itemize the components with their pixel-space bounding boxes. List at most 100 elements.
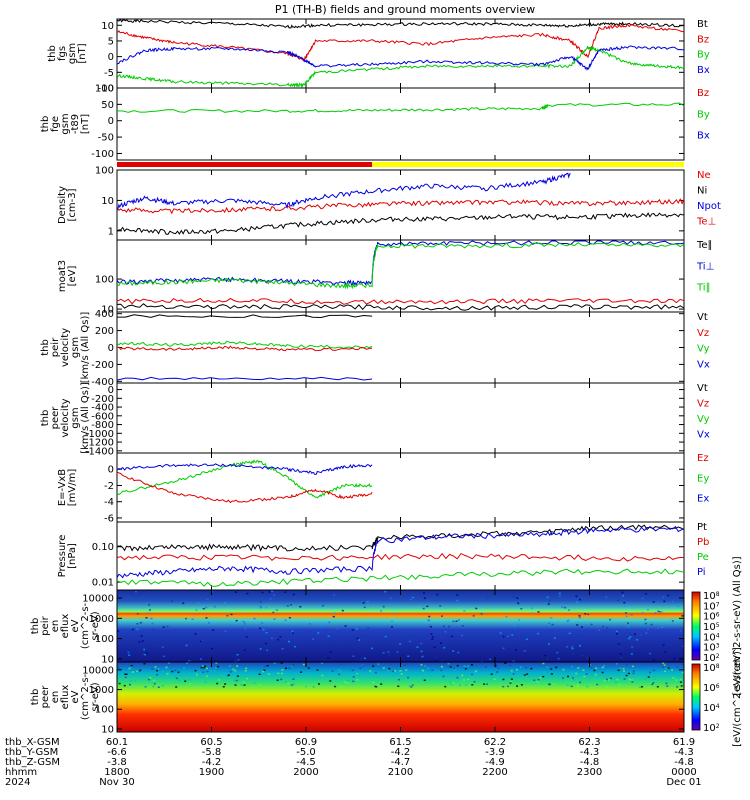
spectrogram-speckle [657,610,660,612]
spectrogram-speckle [244,628,247,630]
spectrogram-speckle [351,669,354,672]
status-bar-yellow [372,162,684,167]
spectrogram-speckle [139,622,142,624]
spectrogram-speckle [649,652,651,655]
spectrogram-speckle [299,606,302,608]
spectrogram-speckle [139,669,142,671]
spectrogram-speckle [650,623,653,626]
spectrogram-speckle [593,639,596,641]
spectrogram-speckle [161,646,164,648]
spectrogram-speckle [269,598,272,600]
spectrogram-speckle [582,669,585,671]
colorbar-tick-label: 102 [703,723,720,734]
spectrogram-speckle [641,686,644,688]
spectrogram-speckle [625,674,628,677]
y-axis-label: sr-eV) [90,611,101,640]
spectrogram-speckle [615,681,618,683]
spectrogram-speckle [644,678,647,680]
spectrogram-speckle [570,685,573,688]
spectrogram-speckle [676,666,679,668]
spectrogram-speckle [240,684,243,686]
spectrogram-speckle [377,594,380,597]
spectrogram-speckle [384,635,387,638]
spectrogram-speckle [343,681,346,683]
spectrogram-speckle [542,675,545,678]
spectrogram-speckle [279,636,282,638]
spectrogram-speckle [388,667,391,670]
spectrogram-speckle [566,620,569,622]
spectrogram-speckle [224,630,227,632]
spectrogram-speckle [510,678,513,680]
y-tick-label: -400 [91,403,114,414]
series-line-by [116,45,685,88]
legend-label: Vx [697,359,710,370]
spectrogram-speckle [496,671,499,673]
spectrogram-speckle [283,605,286,607]
spectrogram-speckle [165,666,168,669]
colorbar-tick-exponent: 8 [716,591,720,598]
spectrogram-speckle [288,667,291,670]
spectrogram-speckle [381,623,384,625]
spectrogram-speckle [537,678,540,681]
spectrogram-speckle [206,667,208,670]
y-axis-label: [nT] [77,43,88,63]
spectrogram-speckle [657,627,660,630]
spectrogram-speckle [387,651,390,653]
spectrogram-speckle [302,663,305,666]
y-tick-label: -100 [91,149,114,160]
spectrogram-speckle [572,677,574,679]
x-axis-row-value: -4.2 [391,747,411,758]
spectrogram-speckle [242,620,245,623]
x-axis-row-value: -4.8 [674,757,694,768]
spectrogram-speckle [633,633,636,635]
y-axis-label: velocity [60,398,71,437]
x-axis-row-value: 61.9 [673,737,695,748]
spectrogram-speckle [154,666,157,668]
spectrogram-speckle [352,680,355,683]
spectrogram-speckle [666,685,669,687]
spectrogram-speckle [577,635,579,637]
spectrogram-speckle [423,592,425,594]
spectrogram-speckle [236,654,239,656]
spectrogram-speckle [662,666,665,668]
spectrogram-speckle [247,675,250,678]
spectrogram-speckle [339,670,342,672]
spectrogram-speckle [261,622,264,624]
spectrogram-speckle [177,671,180,673]
spectrogram-speckle [632,672,635,675]
x-axis-row-label: thb_Y-GSM [5,747,58,758]
y-axis-label: (cm^2-s- [80,673,91,720]
spectrogram-speckle [631,681,634,683]
spectrogram-speckle [228,674,230,676]
spectrogram-speckle [677,605,680,607]
spectrogram-speckle [237,659,240,661]
spectrogram-speckle [543,671,546,673]
spectrogram-speckle [449,666,452,668]
x-axis-annotation: thb_X-GSM 60.1 60.5 60.9 61.5 62.2 62.3 61.9 thb… [5,737,702,788]
y-tick-label: 10 [101,305,114,316]
spectrogram-speckle [205,617,208,619]
x-axis-row-value: 2300 [577,767,602,778]
spectrogram-speckle [426,605,429,608]
y-axis-label: moat3 [57,260,68,292]
spectrogram-speckle [490,673,493,675]
spectrogram-speckle [625,612,628,614]
spectrogram-speckle [546,666,549,668]
panel-3: 100 10 1 Density [cm-3] Ne Ni Npot Te⊥ [57,166,721,241]
spectrogram-speckle [502,647,505,649]
spectrogram-speckle [578,615,581,617]
y-tick-label: -5 [104,68,114,79]
x-axis-row-label: hhmm [5,767,37,778]
spectrogram-speckle [171,670,174,673]
spectrogram-speckle [266,664,269,667]
spectrogram-speckle [577,667,580,669]
spectrogram-speckle [140,635,143,637]
spectrogram-1 [117,590,684,662]
spectrogram-speckle [397,678,400,681]
spectrogram-speckle [628,678,631,681]
spectrogram-speckle [679,678,682,681]
spectrogram-speckle [277,672,280,675]
spectrogram-speckle [516,668,518,671]
spectrogram-speckle [576,684,579,686]
